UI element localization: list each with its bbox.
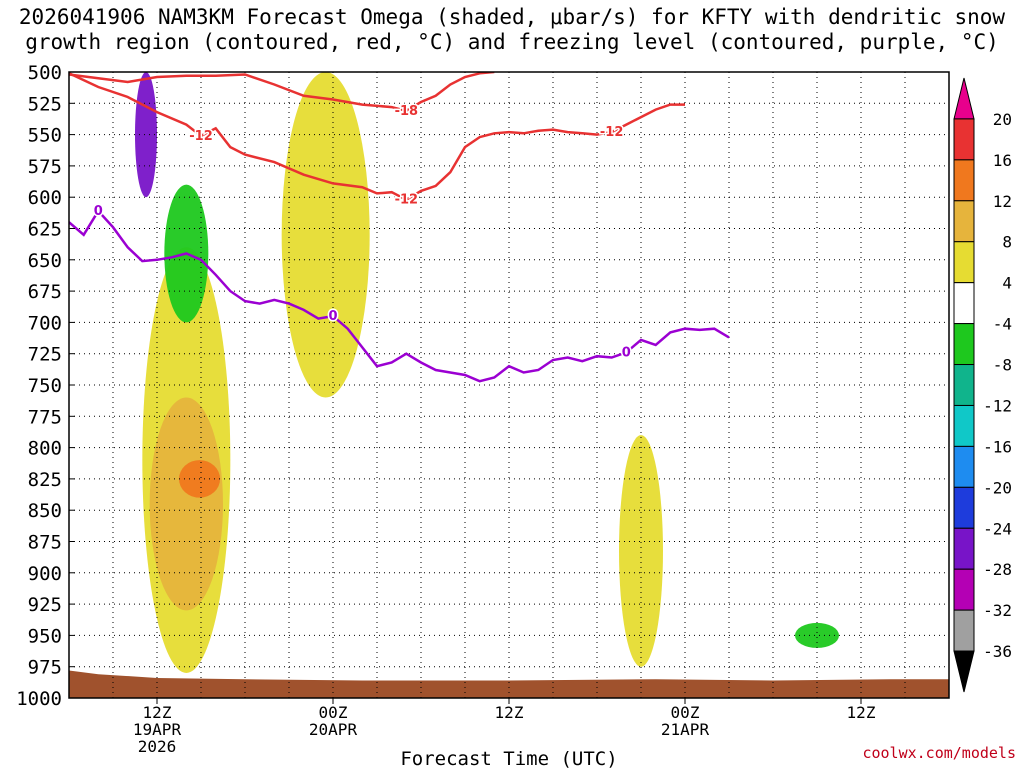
- dgz-minus18-contour-label-1: -18: [395, 104, 419, 119]
- x-tick-label-54-0: 12Z: [847, 703, 876, 722]
- dgz-minus12-contour-label-2: -12: [395, 193, 419, 208]
- contour-lines: [69, 72, 730, 383]
- terrain-surface: [69, 670, 949, 698]
- colorbar-label-13: -32: [983, 601, 1012, 620]
- x-tick-label-6-0: 12Z: [143, 703, 172, 722]
- y-tick-label-975: 975: [28, 657, 62, 679]
- y-tick-label-700: 700: [28, 312, 62, 334]
- colorbar-label-5: 4: [1002, 274, 1012, 293]
- dgz-minus12-contour-label-1: -12: [189, 129, 213, 144]
- omega-region-8: [795, 622, 839, 648]
- y-tick-label-500: 500: [28, 62, 62, 84]
- colorbar-segment-11: [953, 527, 975, 570]
- colorbar-segment-12: [953, 568, 975, 611]
- x-tick-label-6-1: 19APR: [133, 720, 182, 739]
- y-tick-label-875: 875: [28, 532, 62, 554]
- freezing-level-contour-label-1: 0: [94, 204, 103, 219]
- y-tick-label-900: 900: [28, 563, 62, 585]
- dgz-minus12-contour-label-3: -12: [600, 125, 624, 140]
- freezing-level-contour-label-2: 0: [328, 309, 337, 324]
- colorbar-label-2: 16: [993, 151, 1012, 170]
- y-tick-label-600: 600: [28, 187, 62, 209]
- omega-region-2: [149, 397, 223, 611]
- x-tick-label-18-0: 00Z: [319, 703, 348, 722]
- colorbar-segment-3: [953, 200, 975, 243]
- y-tick-label-725: 725: [28, 344, 62, 366]
- colorbar-segment-1: [953, 118, 975, 161]
- x-tick-label-42-0: 00Z: [671, 703, 700, 722]
- x-tick-label-42-1: 21APR: [661, 720, 710, 739]
- colorbar-segment-9: [953, 445, 975, 488]
- colorbar-cap-top: [953, 77, 975, 120]
- omega-region-7: [619, 435, 663, 667]
- colorbar-segment-2: [953, 159, 975, 202]
- y-tick-label-950: 950: [28, 625, 62, 647]
- freezing-level-contour-label-3: 0: [622, 345, 631, 360]
- y-tick-label-750: 750: [28, 375, 62, 397]
- colorbar-label-14: -36: [983, 642, 1012, 661]
- x-tick-label-18-1: 20APR: [309, 720, 358, 739]
- y-tick-label-575: 575: [28, 156, 62, 178]
- colorbar-label-6: -4: [993, 315, 1012, 334]
- x-tick-label-6-2: 2026: [138, 737, 177, 756]
- colorbar-label-10: -20: [983, 478, 1012, 497]
- y-tick-label-925: 925: [28, 594, 62, 616]
- colorbar-label-11: -24: [983, 519, 1012, 538]
- x-tick-label-30-0: 12Z: [495, 703, 524, 722]
- y-tick-label-650: 650: [28, 250, 62, 272]
- y-tick-label-525: 525: [28, 93, 62, 115]
- y-axis: 500 525 550 575 600 625 650 675 700 725 750 775 800 8…: [16, 62, 75, 710]
- y-tick-label-1000: 1000: [16, 688, 62, 710]
- colorbar: 20 16 12 8 4 -4 -8 -12 -16 -20 -24 -28 -32 -36: [953, 77, 1012, 693]
- colorbar-label-3: 12: [993, 192, 1012, 211]
- omega-region-6: [281, 72, 370, 398]
- colorbar-label-7: -8: [993, 356, 1012, 375]
- colorbar-segment-7: [953, 364, 975, 406]
- colorbar-segment-10: [953, 486, 975, 529]
- dgz-minus12-contour-line: [69, 72, 685, 202]
- colorbar-segment-13: [953, 609, 975, 652]
- colorbar-cap-bottom: [953, 650, 975, 693]
- colorbar-label-4: 8: [1002, 233, 1012, 252]
- colorbar-label-9: -16: [983, 437, 1012, 456]
- y-tick-label-800: 800: [28, 438, 62, 460]
- colorbar-segment-6: [953, 323, 975, 366]
- y-tick-label-625: 625: [28, 219, 62, 241]
- y-tick-label-675: 675: [28, 281, 62, 303]
- chart-title-line-2: growth region (contoured, red, °C) and f…: [25, 30, 999, 54]
- colorbar-segment-4: [953, 241, 975, 284]
- x-axis-label: Forecast Time (UTC): [400, 748, 617, 768]
- dgz-minus18-contour-line: [69, 72, 495, 113]
- y-tick-label-550: 550: [28, 125, 62, 147]
- y-tick-label-850: 850: [28, 500, 62, 522]
- credit-text: coolwx.com/models: [862, 744, 1016, 762]
- colorbar-label-1: 20: [993, 110, 1012, 129]
- contour-labels: 0 0 0 -12 -12 -12 -18: [92, 102, 632, 362]
- freezing-level-contour-line: [69, 208, 730, 383]
- colorbar-label-12: -28: [983, 560, 1012, 579]
- grid-lines: [69, 72, 949, 698]
- colorbar-segment-8: [953, 404, 975, 447]
- omega-region-5: [135, 72, 157, 198]
- colorbar-segment-5: [953, 282, 975, 325]
- y-tick-label-825: 825: [28, 469, 62, 491]
- colorbar-label-8: -12: [983, 396, 1012, 415]
- y-tick-label-775: 775: [28, 406, 62, 428]
- chart-title-line-1: 2026041906 NAM3KM Forecast Omega (shaded…: [18, 5, 1006, 29]
